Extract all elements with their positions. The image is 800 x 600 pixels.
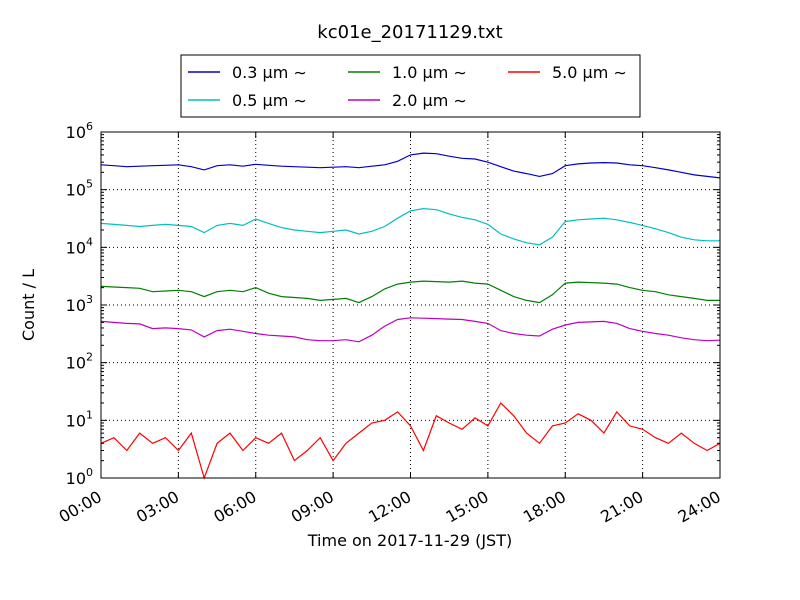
- x-tick-label: 12:00: [365, 487, 414, 527]
- y-tick-label: 101: [66, 408, 93, 430]
- y-tick-label: 100: [66, 466, 93, 488]
- x-tick-layer: 00:00 03:00 06:00 09:00 12:00 15:00 18:00 21:00…: [56, 132, 724, 527]
- legend-label-2: 0.5 μm ∼: [232, 91, 307, 110]
- grid-layer: [101, 132, 720, 478]
- x-tick-label: 24:00: [675, 487, 724, 527]
- y-tick-label: 104: [66, 235, 93, 257]
- x-tick-label: 18:00: [520, 487, 569, 527]
- legend-label-4: 2.0 μm ∼: [392, 91, 467, 110]
- series-line-2: [100, 207, 720, 246]
- x-tick-label: 06:00: [210, 487, 259, 527]
- legend-label-5: 5.0 μm ∼: [552, 63, 627, 82]
- x-tick-label: 15:00: [442, 487, 491, 527]
- legend-label-1: 0.3 μm ∼: [232, 63, 307, 82]
- legend: 0.3 μm ∼ 0.5 μm ∼ 1.0 μm ∼ 2.0 μm ∼ 5.0 μm ∼: [180, 54, 641, 118]
- y-tick-label: 105: [66, 178, 93, 200]
- series-line-4: [100, 317, 721, 343]
- series-line-1: [100, 152, 721, 179]
- x-tick-label: 03:00: [133, 487, 182, 527]
- chart-title: kc01e_20171129.txt: [317, 22, 502, 43]
- y-axis-label: Count / L: [19, 269, 38, 341]
- y-tick-label: 103: [66, 293, 93, 315]
- series-layer: [100, 152, 721, 480]
- y-tick-label: 106: [66, 120, 93, 142]
- y-tick-layer: 100 101 102 103 104 105 106: [66, 120, 720, 488]
- x-tick-label: 00:00: [56, 487, 105, 527]
- x-tick-label: 09:00: [288, 487, 337, 527]
- legend-label-3: 1.0 μm ∼: [392, 63, 467, 82]
- x-tick-label: 21:00: [597, 487, 646, 527]
- y-tick-label: 102: [66, 351, 93, 373]
- legend-items: 0.3 μm ∼ 0.5 μm ∼ 1.0 μm ∼ 2.0 μm ∼ 5.0 μm ∼: [188, 63, 627, 110]
- x-axis-label: Time on 2017-11-29 (JST): [307, 531, 512, 550]
- legend-box: [180, 54, 641, 118]
- series-line-3: [100, 280, 720, 304]
